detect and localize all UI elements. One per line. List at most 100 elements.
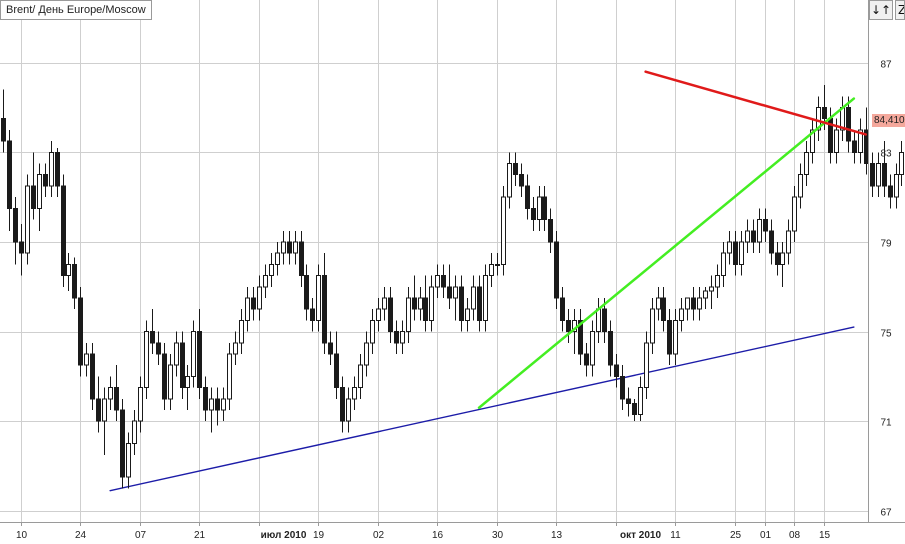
candle[interactable]	[685, 297, 690, 321]
candle[interactable]	[316, 264, 321, 332]
candle[interactable]	[418, 286, 423, 321]
candle[interactable]	[209, 387, 214, 433]
candle[interactable]	[275, 241, 280, 276]
candle[interactable]	[328, 331, 333, 366]
candle[interactable]	[102, 387, 107, 455]
candle[interactable]	[852, 129, 857, 164]
candle[interactable]	[894, 163, 899, 209]
candle[interactable]	[61, 174, 66, 287]
candle[interactable]	[513, 152, 518, 186]
candle[interactable]	[757, 208, 762, 254]
candle[interactable]	[763, 208, 768, 242]
candle[interactable]	[489, 253, 494, 287]
candle[interactable]	[96, 376, 101, 433]
candle[interactable]	[876, 152, 881, 198]
candle[interactable]	[715, 264, 720, 298]
candle[interactable]	[501, 185, 506, 276]
candle[interactable]	[429, 275, 434, 332]
candle[interactable]	[780, 241, 785, 287]
candle[interactable]	[566, 309, 571, 343]
candle[interactable]	[870, 152, 875, 198]
candle[interactable]	[447, 264, 452, 310]
candle[interactable]	[55, 147, 60, 198]
candle[interactable]	[888, 174, 893, 209]
candle[interactable]	[459, 275, 464, 332]
candle[interactable]	[650, 297, 655, 354]
candle[interactable]	[810, 118, 815, 164]
candle[interactable]	[90, 342, 95, 410]
cut-off-button[interactable]: Z	[895, 0, 905, 20]
candle[interactable]	[245, 286, 250, 332]
candle[interactable]	[560, 286, 565, 332]
candle[interactable]	[531, 197, 536, 231]
candle[interactable]	[304, 264, 309, 321]
candle[interactable]	[769, 219, 774, 265]
candle[interactable]	[441, 264, 446, 298]
candle[interactable]	[792, 185, 797, 242]
candle[interactable]	[239, 309, 244, 354]
candle[interactable]	[423, 275, 428, 332]
candle[interactable]	[78, 286, 83, 377]
candle[interactable]	[614, 353, 619, 388]
candle[interactable]	[138, 376, 143, 433]
candle[interactable]	[471, 275, 476, 321]
candle[interactable]	[84, 342, 89, 377]
candle[interactable]	[864, 107, 869, 175]
candle[interactable]	[293, 230, 298, 265]
candle[interactable]	[596, 297, 601, 343]
candle[interactable]	[465, 297, 470, 332]
candle[interactable]	[400, 320, 405, 354]
candle[interactable]	[299, 230, 304, 287]
candle[interactable]	[620, 365, 625, 410]
candle[interactable]	[739, 230, 744, 276]
candle[interactable]	[608, 320, 613, 377]
candle[interactable]	[49, 141, 54, 198]
candle[interactable]	[269, 253, 274, 287]
candle[interactable]	[691, 286, 696, 321]
candle[interactable]	[638, 376, 643, 422]
candle[interactable]	[19, 224, 24, 276]
candle[interactable]	[251, 286, 256, 321]
candle[interactable]	[263, 264, 268, 298]
candle[interactable]	[673, 309, 678, 366]
candle[interactable]	[203, 376, 208, 422]
candle[interactable]	[537, 185, 542, 231]
candle[interactable]	[406, 286, 411, 343]
candle[interactable]	[816, 96, 821, 142]
candle[interactable]	[584, 342, 589, 377]
candle[interactable]	[257, 275, 262, 321]
candle[interactable]	[679, 297, 684, 332]
trendline-green-uptrend[interactable]	[477, 97, 856, 409]
candle[interactable]	[7, 129, 12, 231]
candle[interactable]	[334, 331, 339, 399]
candle[interactable]	[525, 174, 530, 220]
candle[interactable]	[840, 96, 845, 142]
candle[interactable]	[858, 118, 863, 164]
candle[interactable]	[13, 197, 18, 265]
candle[interactable]	[882, 141, 887, 198]
candle[interactable]	[185, 365, 190, 410]
candle[interactable]	[43, 163, 48, 198]
candle[interactable]	[899, 141, 904, 186]
candle[interactable]	[66, 253, 71, 292]
time-axis[interactable]: 10 24 07 21 июл 2010 19 02 16 30 13 окт 2010 11 25 01…	[16, 522, 831, 541]
candle[interactable]	[310, 297, 315, 332]
candle[interactable]	[667, 309, 672, 366]
candle[interactable]	[751, 219, 756, 254]
candle[interactable]	[412, 275, 417, 321]
candle[interactable]	[435, 264, 440, 298]
candle[interactable]	[519, 163, 524, 198]
candle[interactable]	[174, 331, 179, 377]
candle[interactable]	[108, 376, 113, 410]
candle[interactable]	[340, 376, 345, 433]
price-axis[interactable]: 67 71 75 79 83 87	[880, 60, 892, 519]
candle[interactable]	[221, 387, 226, 422]
sort-arrows-button[interactable]: ↓↑	[869, 0, 893, 20]
candle[interactable]	[721, 241, 726, 287]
candle[interactable]	[578, 309, 583, 366]
candle[interactable]	[656, 286, 661, 321]
candle[interactable]	[144, 320, 149, 399]
candle[interactable]	[798, 163, 803, 209]
